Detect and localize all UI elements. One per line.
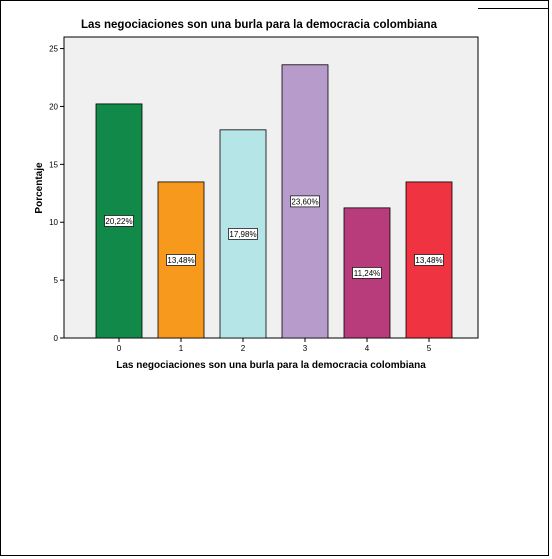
data-label: 13,48% — [415, 256, 442, 265]
data-label: 17,98% — [229, 230, 256, 239]
data-label: 11,24% — [354, 269, 381, 278]
divider-line — [478, 8, 548, 9]
y-tick-label: 5 — [54, 276, 59, 285]
y-tick-label: 20 — [49, 102, 58, 111]
data-label: 13,48% — [167, 256, 194, 265]
y-tick-label: 0 — [54, 334, 59, 343]
x-tick-label: 0 — [117, 344, 122, 353]
data-label-box — [104, 215, 134, 227]
x-tick-label: 1 — [179, 344, 184, 353]
y-tick-label: 15 — [49, 160, 58, 169]
data-label-box — [228, 228, 258, 240]
data-label-box — [166, 254, 196, 266]
bar-series: 20,22% 13,48% 17,98% 23,60% 11,24% 13,48% — [95, 64, 453, 339]
data-label-box — [290, 195, 320, 208]
x-tick-label: 5 — [427, 344, 432, 353]
x-axis: 0 1 2 3 4 5 — [117, 338, 432, 353]
y-axis: 0 5 10 15 20 25 — [49, 45, 64, 343]
data-label: 20,22% — [105, 217, 132, 226]
x-axis-label: Las negociaciones son una burla para la … — [116, 360, 426, 371]
data-label: 23,60% — [291, 197, 318, 206]
y-tick-label: 10 — [49, 218, 58, 227]
chart-title: Las negociaciones son una burla para la … — [81, 19, 438, 31]
x-tick-label: 4 — [365, 344, 370, 353]
x-tick-label: 2 — [241, 344, 246, 353]
data-label-box — [414, 254, 444, 266]
y-axis-label: Porcentaje — [34, 162, 45, 214]
x-tick-label: 3 — [303, 344, 308, 353]
y-tick-label: 25 — [49, 45, 58, 54]
data-label-box — [352, 267, 382, 279]
